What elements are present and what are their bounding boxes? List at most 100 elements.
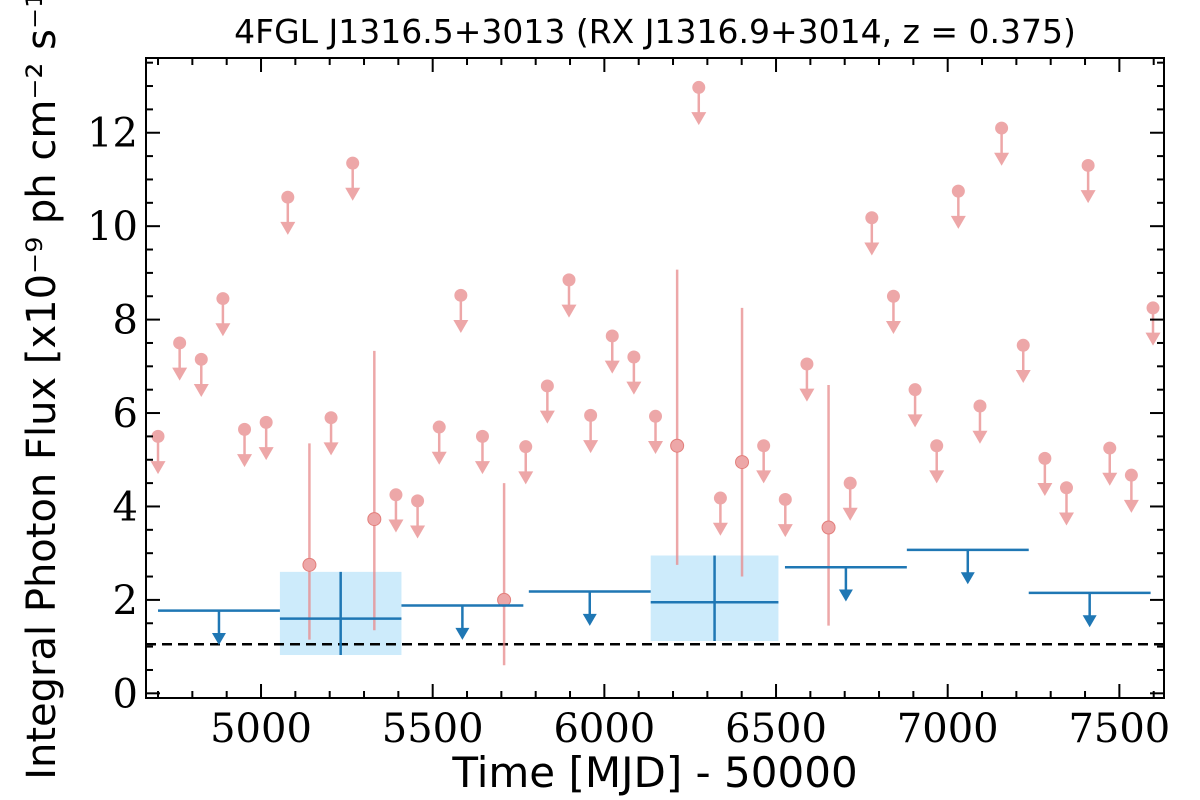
upper-limit-arrow	[712, 522, 728, 536]
y-tick-label: 0	[113, 671, 138, 717]
short-bin-upper-limit	[799, 357, 815, 402]
y-tick-label: 2	[113, 578, 138, 624]
short-bin-upper-limit	[431, 420, 447, 465]
upper-limit-marker	[1081, 158, 1095, 172]
short-bin-upper-limit	[777, 492, 793, 538]
short-bin-detection	[302, 443, 317, 640]
short-bin-upper-limit	[1145, 301, 1161, 346]
upper-limit-marker	[757, 439, 771, 453]
short-bin-upper-limit	[561, 273, 577, 318]
short-bin-upper-limit	[280, 190, 296, 235]
short-bin-detection	[497, 483, 512, 666]
upper-limit-marker	[1124, 468, 1138, 482]
upper-limit-marker	[432, 420, 446, 434]
short-bin-upper-limit	[1015, 338, 1031, 383]
short-bin-upper-limit	[712, 491, 728, 536]
short-bin-upper-limit	[410, 494, 426, 539]
upper-limit-arrow	[1167, 432, 1182, 445]
upper-limit-arrow	[1015, 369, 1031, 383]
short-bin-upper-limit	[215, 292, 231, 337]
upper-limit-arrow	[410, 525, 426, 539]
upper-limit-arrow	[193, 384, 209, 398]
upper-limit-marker	[692, 80, 706, 94]
short-bin-upper-limit	[583, 408, 599, 454]
axes: 5000 5500 6000 6500 7000 7500 0 2 4 6 8 10 12	[87, 57, 1170, 752]
upper-limit-marker	[238, 422, 252, 436]
upper-limit-marker	[1016, 338, 1030, 352]
upper-limit-marker	[194, 352, 208, 366]
short-bin-upper-limit	[1080, 158, 1096, 204]
detection-marker	[670, 438, 685, 453]
short-bin-upper-limit	[237, 422, 253, 468]
upper-limit-arrow	[972, 430, 988, 444]
short-bin-upper-limit	[474, 429, 490, 475]
upper-limit-marker	[540, 379, 554, 393]
upper-limit-marker	[216, 292, 230, 306]
y-tick-label: 10	[87, 204, 138, 250]
short-bin-upper-limit	[1037, 451, 1053, 497]
y-axis-label: Integral Photon Flux [x10⁻⁹ ph cm⁻² s⁻¹]	[19, 0, 65, 780]
upper-limit-arrow	[539, 410, 555, 424]
upper-limit-marker	[389, 488, 403, 502]
long-bin-detection	[650, 555, 779, 642]
short-bin-upper-limit	[1123, 468, 1139, 513]
y-tick-label: 12	[87, 111, 138, 157]
upper-limit-marker	[930, 439, 944, 453]
long-bin-upper-limit	[784, 565, 907, 602]
y-tick-label: 8	[113, 298, 138, 344]
upper-limit-arrow	[582, 613, 597, 626]
upper-limit-arrow	[842, 507, 858, 521]
upper-limit-arrow	[1102, 472, 1118, 486]
short-bin-upper-limit	[972, 399, 988, 444]
upper-limit-arrow	[691, 112, 707, 126]
long-bin-upper-limit	[906, 548, 1029, 585]
upper-limit-arrow	[215, 323, 231, 337]
long-bin-upper-limit	[401, 604, 524, 640]
upper-limit-arrow	[994, 152, 1010, 166]
upper-limit-arrow	[1145, 332, 1161, 346]
upper-limit-arrow	[1080, 190, 1096, 204]
x-tick-label: 6000	[553, 706, 655, 752]
short-bin-upper-limit	[929, 439, 945, 484]
upper-limit-arrow	[604, 360, 620, 374]
short-bin-detection	[367, 350, 382, 631]
upper-limit-arrow	[885, 320, 901, 334]
upper-limit-marker	[1038, 451, 1052, 465]
detection-marker	[735, 455, 750, 470]
upper-limit-marker	[908, 383, 922, 397]
upper-limit-marker	[778, 492, 792, 506]
upper-limit-arrow	[777, 524, 793, 538]
upper-limit-arrow	[561, 304, 577, 318]
upper-limit-marker	[562, 273, 576, 287]
short-bin-upper-limit	[994, 121, 1010, 166]
short-bin-upper-limit	[388, 488, 404, 533]
upper-limit-marker	[951, 184, 965, 198]
short-bin-upper-limit	[756, 439, 772, 484]
upper-limit-arrow	[150, 461, 166, 475]
upper-limit-marker	[800, 357, 814, 371]
upper-limit-arrow	[960, 572, 975, 585]
upper-limit-arrow	[626, 381, 642, 395]
upper-limit-marker	[281, 190, 295, 204]
short-bin-detection	[670, 269, 685, 565]
short-bin-upper-limit	[950, 184, 966, 229]
y-tick-label: 6	[113, 391, 138, 437]
short-bin-upper-limit	[864, 211, 880, 256]
upper-limit-arrow	[518, 471, 534, 485]
upper-limit-arrow	[648, 441, 664, 454]
upper-limit-marker	[713, 491, 727, 505]
upper-limit-arrow	[1123, 499, 1139, 513]
upper-limit-marker	[605, 329, 619, 343]
upper-limit-marker	[973, 399, 987, 413]
upper-limit-arrow	[453, 320, 469, 334]
short-bin-upper-limit	[539, 379, 555, 424]
long-bin-detection	[279, 571, 402, 656]
upper-limit-arrow	[258, 447, 274, 461]
upper-limit-marker	[843, 476, 857, 490]
upper-limit-arrow	[907, 414, 923, 428]
upper-limit-arrow	[172, 367, 188, 381]
detection-marker	[302, 557, 317, 572]
short-bin-upper-limit	[604, 329, 620, 374]
upper-limit-marker	[865, 211, 879, 225]
